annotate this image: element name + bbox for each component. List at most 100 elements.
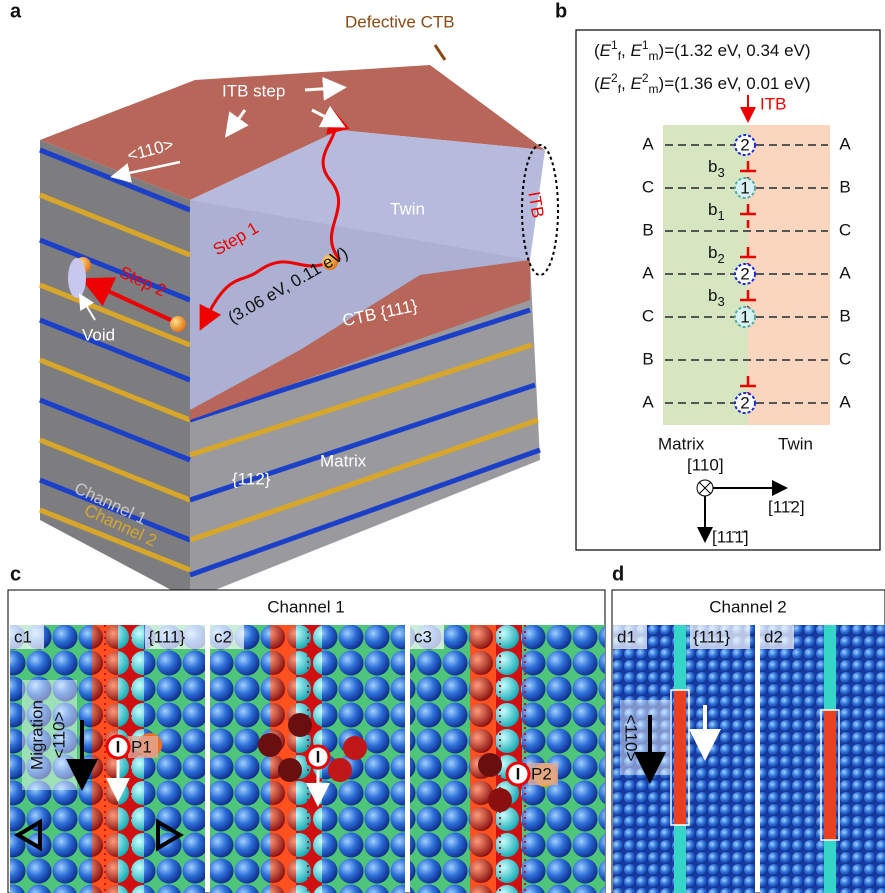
panel-label: c xyxy=(10,563,21,585)
layer-label: C xyxy=(642,177,654,196)
site-label: 1 xyxy=(740,307,749,326)
dislocation xyxy=(740,247,756,259)
label-box xyxy=(690,625,750,649)
void-arrow xyxy=(78,293,96,321)
layer-label: A xyxy=(839,392,851,411)
subpanel-label: c3 xyxy=(414,627,432,646)
itb-step-arrow xyxy=(311,105,346,128)
itb-label: ITB xyxy=(760,94,786,113)
interstitial-label: I xyxy=(116,737,121,756)
subpanel-label: c2 xyxy=(214,627,232,646)
energy-part: 2 xyxy=(611,71,618,85)
annotation: <110> xyxy=(49,711,68,758)
annotation: Defective CTB xyxy=(345,12,455,31)
position-label: P1 xyxy=(131,737,152,756)
axis-out xyxy=(698,481,712,495)
energy-part: E xyxy=(600,41,612,60)
site xyxy=(734,392,756,414)
energy-part: m xyxy=(649,49,659,63)
energy-part: 1 xyxy=(642,38,649,52)
dislocation xyxy=(740,204,756,216)
site xyxy=(734,134,756,156)
layer-label: A xyxy=(839,263,851,282)
panel-label: d xyxy=(612,563,624,585)
layer-label: A xyxy=(642,263,654,282)
step-sub: 1 xyxy=(717,208,724,223)
site-label: 2 xyxy=(740,393,749,412)
interstitial xyxy=(305,744,331,770)
twin-region xyxy=(190,130,545,410)
energy-line: (E1f, E1m)=(1.32 eV, 0.34 eV) xyxy=(594,38,811,63)
itb-step-arrow xyxy=(224,109,249,138)
layer-label: B xyxy=(642,220,653,239)
plane-label: {111} xyxy=(148,627,186,646)
interstitial xyxy=(105,734,131,760)
step2-arrow xyxy=(80,277,176,324)
layer-label: C xyxy=(839,220,851,239)
energy-part: ( xyxy=(594,74,600,93)
energy-part: E xyxy=(631,41,643,60)
channels xyxy=(39,147,541,578)
subpanel-label: c1 xyxy=(14,627,32,646)
atom xyxy=(322,254,338,270)
site xyxy=(734,306,756,328)
layer-label: C xyxy=(642,306,654,325)
panel-a: a Defective CTB ITB step <110> Twin ITB … xyxy=(10,0,559,600)
matrix-label: Matrix xyxy=(658,434,705,453)
label-box xyxy=(613,625,647,649)
ctb-face xyxy=(190,260,530,420)
direction-arrow xyxy=(110,160,181,183)
energy-part: f xyxy=(618,82,622,96)
label-box xyxy=(528,763,558,785)
layer-label: B xyxy=(839,177,850,196)
step-label: b3 xyxy=(708,157,725,180)
layer-label: B xyxy=(642,349,653,368)
atom xyxy=(170,316,186,332)
annotation: <110> xyxy=(622,715,641,762)
highlight xyxy=(820,709,840,841)
annotation: ITB xyxy=(524,190,547,219)
site xyxy=(734,177,756,199)
energy-part: )=(1.32 eV, 0.34 eV) xyxy=(659,41,811,60)
annotation: {112} xyxy=(232,469,271,488)
interstitial xyxy=(505,761,531,787)
energy-part: m xyxy=(649,82,659,96)
panel-label: b xyxy=(555,0,567,22)
subpanel-label: d2 xyxy=(764,627,783,646)
axis-label: [11̄2] xyxy=(768,497,805,516)
panel-label: a xyxy=(10,0,22,22)
site xyxy=(734,263,756,285)
label-box xyxy=(128,736,158,758)
site-label: 2 xyxy=(740,135,749,154)
axis-label: [110] xyxy=(687,455,724,474)
layer-label: A xyxy=(642,134,654,153)
dislocation xyxy=(740,290,756,302)
energy-part: f xyxy=(618,49,622,63)
energy-part: ( xyxy=(594,41,600,60)
site-label: 2 xyxy=(740,264,749,283)
layer-label: A xyxy=(642,392,654,411)
panel-d: d Channel 2 d1 {111} d2 <110> xyxy=(611,563,885,893)
twin-label: Twin xyxy=(778,434,813,453)
step1-path xyxy=(321,108,350,261)
itb-step-arrow xyxy=(304,76,347,101)
annotation: Twin xyxy=(390,199,425,218)
energy-part: , xyxy=(621,41,630,60)
interstitial-label: I xyxy=(316,747,321,766)
step-sub: 2 xyxy=(717,251,724,266)
step1-path xyxy=(199,260,331,331)
layer-label: C xyxy=(839,349,851,368)
ctb-arrow xyxy=(433,44,447,61)
annotation: ITB step xyxy=(222,81,285,100)
itb-ellipse xyxy=(521,144,559,276)
step-label: b3 xyxy=(708,286,725,309)
position-label: P2 xyxy=(531,764,552,783)
atom-column xyxy=(824,710,836,840)
label-box xyxy=(760,625,794,649)
energy-part: E xyxy=(600,74,612,93)
annotation: Void xyxy=(82,325,115,344)
layer-label: B xyxy=(839,306,850,325)
labels xyxy=(10,625,444,649)
step-base: b xyxy=(708,243,717,262)
